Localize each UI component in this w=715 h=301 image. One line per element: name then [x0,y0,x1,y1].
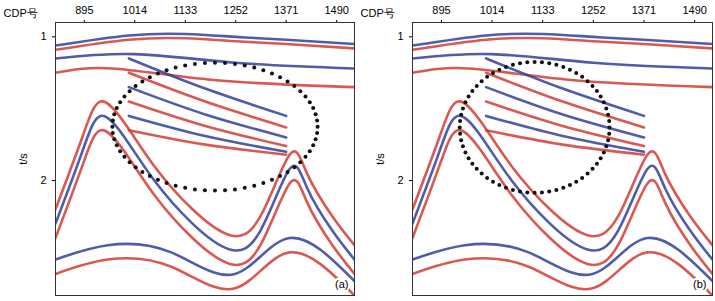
svg-text:1133: 1133 [531,4,555,16]
svg-text:1014: 1014 [123,4,147,16]
svg-text:1371: 1371 [274,4,298,16]
svg-text:1252: 1252 [224,4,248,16]
svg-text:2: 2 [40,174,46,186]
svg-text:1: 1 [397,30,403,42]
svg-text:1371: 1371 [632,4,656,16]
svg-text:2: 2 [397,174,403,186]
svg-text:CDP号: CDP号 [361,7,395,19]
svg-text:1133: 1133 [173,4,197,16]
svg-text:895: 895 [432,4,450,16]
svg-text:1252: 1252 [581,4,605,16]
svg-text:(b): (b) [693,278,706,290]
svg-text:1490: 1490 [324,4,348,16]
svg-text:t/s: t/s [17,153,29,165]
svg-text:t/s: t/s [374,153,386,165]
svg-text:1014: 1014 [480,4,504,16]
svg-text:(a): (a) [335,278,348,290]
svg-text:895: 895 [75,4,93,16]
svg-text:1490: 1490 [682,4,706,16]
svg-text:1: 1 [40,30,46,42]
svg-text:CDP号: CDP号 [4,7,38,19]
